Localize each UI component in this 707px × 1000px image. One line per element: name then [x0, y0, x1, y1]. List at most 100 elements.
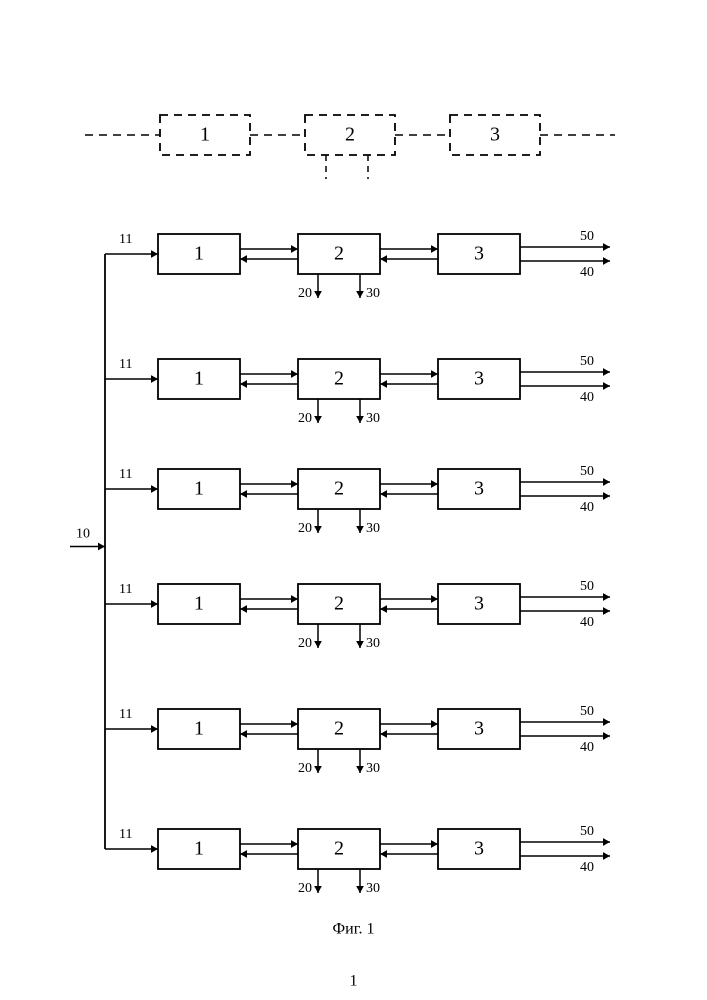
arrowhead — [291, 245, 298, 253]
box1-row6-label: 1 — [194, 838, 204, 860]
arrowhead — [431, 370, 438, 378]
box1-row2-label: 1 — [194, 368, 204, 390]
label-50: 50 — [580, 704, 594, 719]
arrowhead — [314, 886, 322, 893]
arrowhead — [314, 641, 322, 648]
arrowhead — [603, 243, 610, 251]
box3-row5-label: 3 — [474, 718, 484, 740]
arrowhead — [240, 490, 247, 498]
arrowhead — [380, 850, 387, 858]
figure-svg: 1231011123203050401112320305040111232030… — [0, 0, 707, 1000]
arrowhead — [431, 480, 438, 488]
label-50: 50 — [580, 464, 594, 479]
box2-row2-label: 2 — [334, 368, 344, 390]
arrowhead — [314, 416, 322, 423]
label-50: 50 — [580, 824, 594, 839]
arrowhead — [380, 490, 387, 498]
label-30: 30 — [366, 636, 380, 651]
figure-caption: Фиг. 1 — [333, 921, 375, 938]
arrowhead — [151, 845, 158, 853]
label-11: 11 — [119, 357, 132, 372]
arrowhead — [240, 850, 247, 858]
arrowhead — [314, 766, 322, 773]
box3-row3-label: 3 — [474, 478, 484, 500]
arrowhead — [151, 485, 158, 493]
box2-row1-label: 2 — [334, 243, 344, 265]
arrowhead — [431, 245, 438, 253]
arrowhead — [380, 605, 387, 613]
arrowhead — [98, 543, 105, 551]
arrowhead — [603, 368, 610, 376]
label-50: 50 — [580, 354, 594, 369]
arrowhead — [603, 257, 610, 265]
box2-row3-label: 2 — [334, 478, 344, 500]
label-20: 20 — [298, 411, 312, 426]
label-50: 50 — [580, 229, 594, 244]
label-11: 11 — [119, 467, 132, 482]
arrowhead — [151, 600, 158, 608]
arrowhead — [603, 838, 610, 846]
arrowhead — [431, 840, 438, 848]
label-40: 40 — [580, 500, 594, 515]
label-40: 40 — [580, 265, 594, 280]
arrowhead — [603, 593, 610, 601]
box3-row4-label: 3 — [474, 593, 484, 615]
arrowhead — [291, 840, 298, 848]
arrowhead — [603, 732, 610, 740]
label-30: 30 — [366, 761, 380, 776]
arrowhead — [380, 380, 387, 388]
arrowhead — [431, 720, 438, 728]
label-40: 40 — [580, 860, 594, 875]
dashed-box-3-label: 3 — [490, 124, 500, 146]
arrowhead — [240, 605, 247, 613]
arrowhead — [314, 526, 322, 533]
arrowhead — [291, 370, 298, 378]
box2-row6-label: 2 — [334, 838, 344, 860]
arrowhead — [603, 382, 610, 390]
arrowhead — [356, 766, 364, 773]
arrowhead — [431, 595, 438, 603]
label-11: 11 — [119, 582, 132, 597]
label-20: 20 — [298, 286, 312, 301]
arrowhead — [356, 886, 364, 893]
label-10: 10 — [76, 527, 90, 542]
label-20: 20 — [298, 761, 312, 776]
label-20: 20 — [298, 881, 312, 896]
box2-row4-label: 2 — [334, 593, 344, 615]
box1-row4-label: 1 — [194, 593, 204, 615]
arrowhead — [356, 291, 364, 298]
arrowhead — [380, 730, 387, 738]
box3-row1-label: 3 — [474, 243, 484, 265]
label-20: 20 — [298, 521, 312, 536]
label-11: 11 — [119, 827, 132, 842]
arrowhead — [356, 641, 364, 648]
label-30: 30 — [366, 286, 380, 301]
dashed-box-1-label: 1 — [200, 124, 210, 146]
label-40: 40 — [580, 740, 594, 755]
box3-row2-label: 3 — [474, 368, 484, 390]
label-40: 40 — [580, 615, 594, 630]
arrowhead — [291, 720, 298, 728]
label-11: 11 — [119, 707, 132, 722]
label-30: 30 — [366, 881, 380, 896]
label-40: 40 — [580, 390, 594, 405]
box2-row5-label: 2 — [334, 718, 344, 740]
arrowhead — [380, 255, 387, 263]
arrowhead — [151, 250, 158, 258]
arrowhead — [314, 291, 322, 298]
arrowhead — [151, 725, 158, 733]
box1-row1-label: 1 — [194, 243, 204, 265]
box3-row6-label: 3 — [474, 838, 484, 860]
label-20: 20 — [298, 636, 312, 651]
arrowhead — [240, 730, 247, 738]
label-30: 30 — [366, 521, 380, 536]
arrowhead — [151, 375, 158, 383]
arrowhead — [603, 607, 610, 615]
arrowhead — [603, 852, 610, 860]
arrowhead — [356, 416, 364, 423]
arrowhead — [240, 380, 247, 388]
label-11: 11 — [119, 232, 132, 247]
arrowhead — [603, 492, 610, 500]
arrowhead — [240, 255, 247, 263]
arrowhead — [603, 478, 610, 486]
